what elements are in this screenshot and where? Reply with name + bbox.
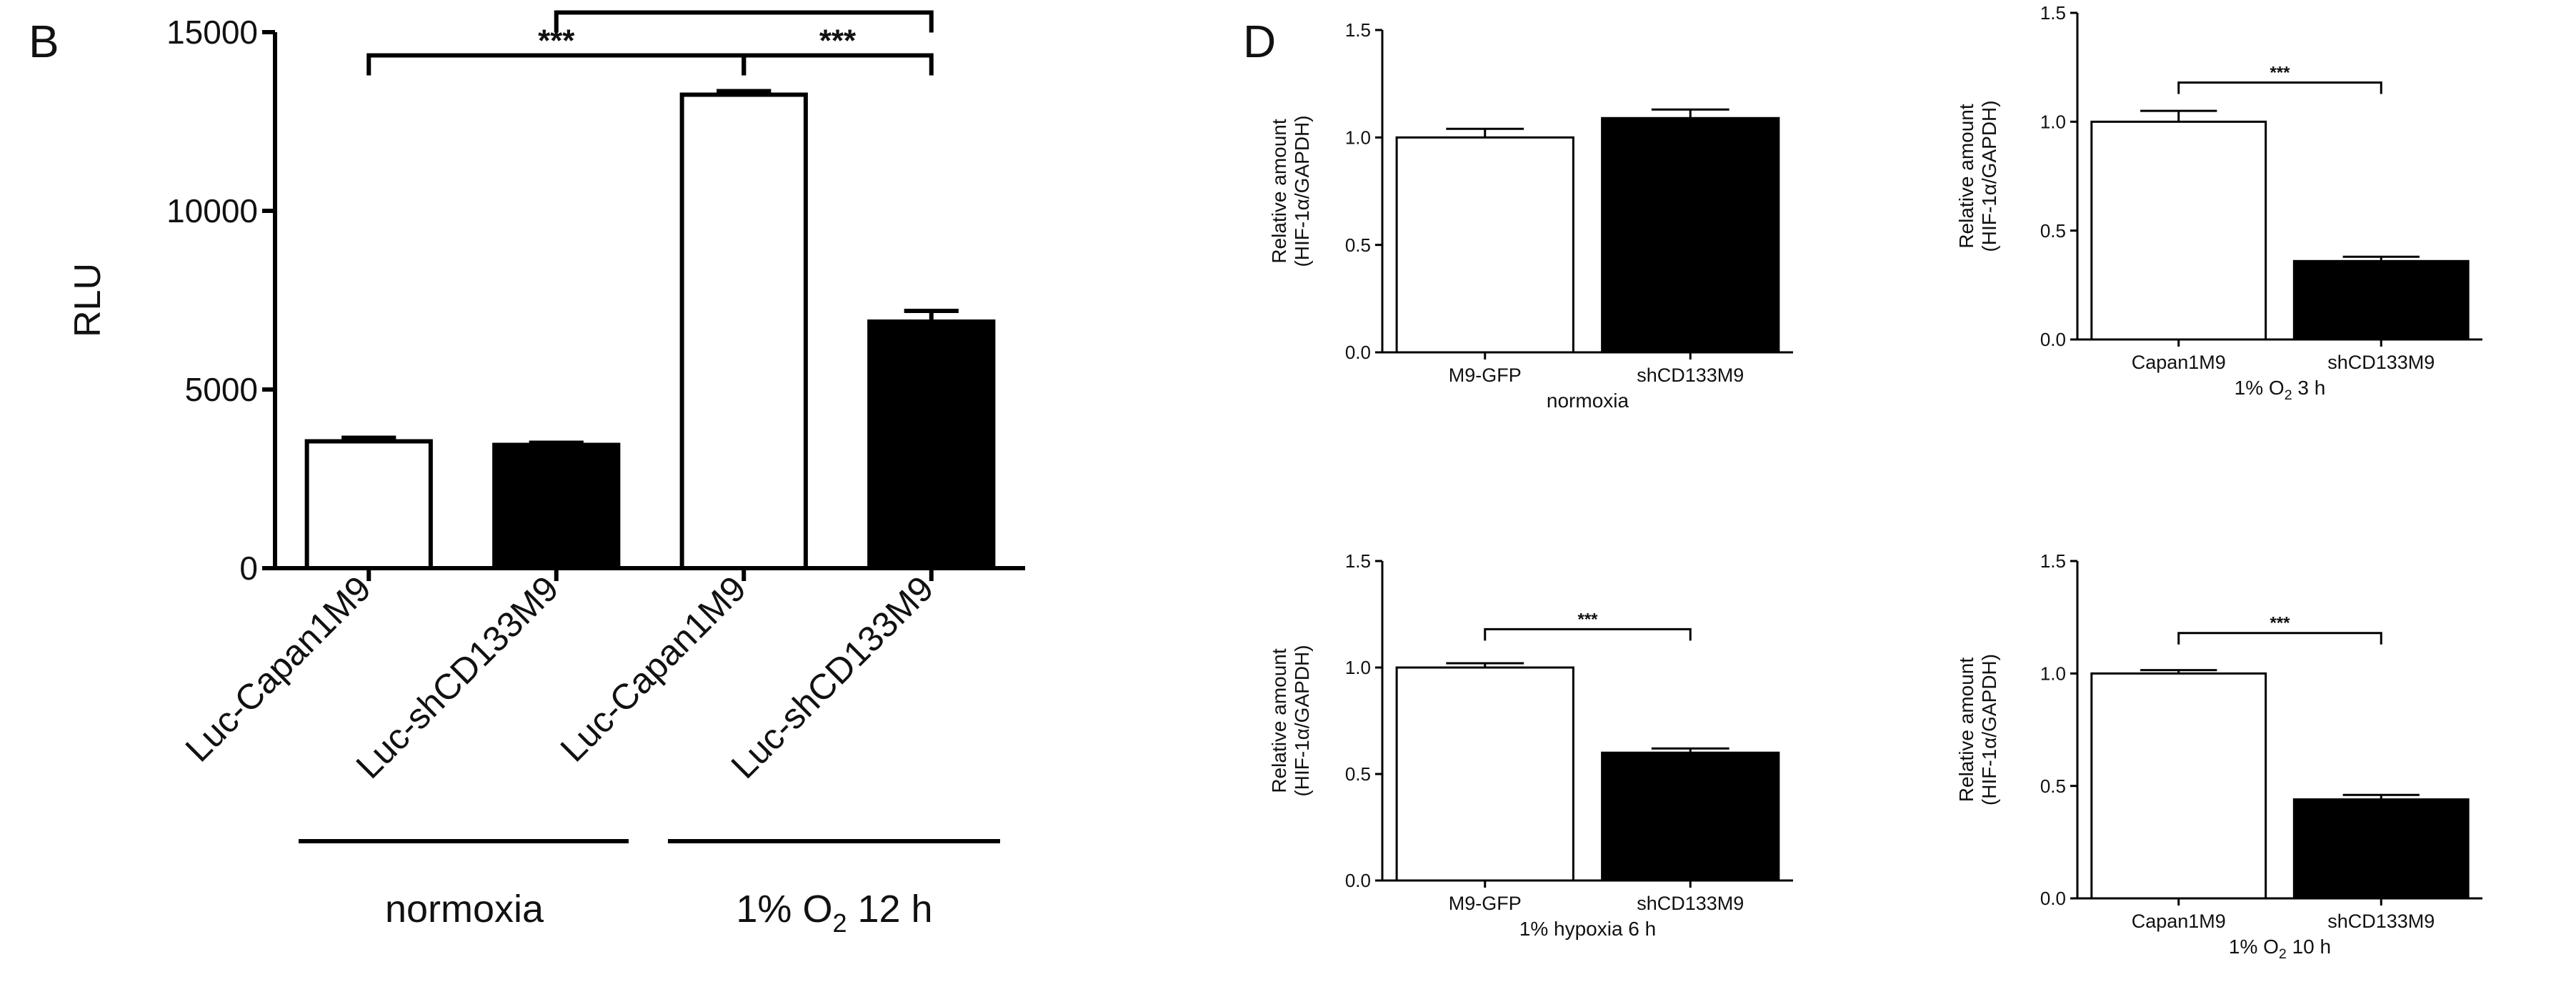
significance-bracket: [554, 10, 934, 33]
significance-stars: ***: [2270, 614, 2290, 633]
x-tick-label: Capan1M9: [2132, 911, 2226, 932]
x-tick-label: M9-GFP: [1449, 893, 1522, 914]
bar: [1395, 666, 1574, 882]
condition-label: 1% O2 10 h: [2229, 936, 2331, 962]
bar: [304, 439, 433, 570]
y-axis-label: Relative amount: [1268, 119, 1290, 264]
y-tick-label: 1.0: [2040, 663, 2066, 684]
y-tick-label: 0.5: [1345, 763, 1371, 785]
y-tick-label: 0.0: [2040, 329, 2066, 350]
y-tick-label: 1.5: [2040, 2, 2066, 24]
significance-bracket: [742, 53, 934, 76]
y-tick-label: 10000: [166, 192, 258, 229]
condition-label: 1% hypoxia 6 h: [1519, 918, 1656, 940]
y-tick-label: 0.0: [1345, 870, 1371, 891]
condition-label: 1% O2 3 h: [2235, 377, 2326, 403]
y-axis-label: Relative amount: [1268, 648, 1290, 793]
y-axis-label: RLU: [67, 263, 109, 337]
x-tick-label: Capan1M9: [2132, 352, 2226, 373]
bar: [867, 319, 996, 570]
bar: [492, 442, 621, 570]
bar: [2090, 120, 2267, 341]
x-tick-label: Luc-shCD133M9: [349, 568, 566, 786]
bar: [2292, 798, 2470, 900]
y-tick-label: 0.5: [1345, 234, 1371, 256]
y-axis-label: Relative amount: [1955, 104, 1977, 249]
hypoxia-group-label: 1% O2 12 h: [736, 888, 932, 938]
rlu-bar-chart: 050001000015000Luc-Capan1M9Luc-shCD133M9…: [67, 0, 1025, 786]
y-axis-label: (HIF-1α/GAPDH): [1291, 645, 1313, 796]
bar: [679, 92, 808, 570]
y-tick-label: 5000: [185, 371, 258, 408]
x-tick-label: M9-GFP: [1449, 364, 1522, 386]
y-axis-label: (HIF-1α/GAPDH): [1978, 654, 2000, 805]
bar: [1601, 751, 1780, 882]
significance-bracket: [2177, 632, 2382, 645]
hif-hypoxia-6h-chart: 0.0 0.5 1.0 1.5 M9-GFP shCD133M9 Relative amou…: [1268, 550, 1793, 940]
normoxia-group-label: normoxia: [385, 888, 544, 931]
x-tick-label: shCD133M9: [2327, 352, 2435, 373]
hypoxia-label-prefix: 1% O: [736, 888, 832, 931]
significance-stars: ***: [819, 24, 857, 59]
bar: [1601, 116, 1780, 354]
y-tick-label: 1.5: [2040, 550, 2066, 572]
y-tick-label: 1.0: [1345, 127, 1371, 148]
y-tick-label: 1.0: [1345, 657, 1371, 678]
significance-stars: ***: [726, 0, 763, 16]
y-tick-label: 0.0: [2040, 888, 2066, 909]
x-tick-label: Luc-Capan1M9: [553, 568, 754, 769]
y-tick-label: 1.0: [2040, 111, 2066, 132]
significance-bracket: [1484, 628, 1692, 641]
x-tick-label: Luc-Capan1M9: [178, 568, 379, 769]
hypoxia-label-subscript: 2: [832, 908, 847, 938]
bar: [2090, 672, 2267, 900]
bar: [1395, 136, 1574, 354]
y-axis-label: (HIF-1α/GAPDH): [1291, 115, 1313, 267]
bar: [2292, 259, 2470, 341]
condition-label: normoxia: [1547, 390, 1629, 412]
y-tick-label: 1.5: [1345, 19, 1371, 41]
y-tick-label: 15000: [166, 14, 258, 51]
hif-normoxia-chart: 0.0 0.5 1.0 1.5 M9-GFP shCD133M9 Relative amou…: [1268, 19, 1793, 412]
y-tick-label: 0.5: [2040, 220, 2066, 242]
y-axis-label: Relative amount: [1955, 658, 1977, 803]
hif-o2-10h-chart: 0.0 0.5 1.0 1.5 Capan1M9 shCD133M9 Relative am…: [1955, 550, 2482, 962]
panel-b-label: B: [29, 16, 59, 67]
panel-d-label: D: [1243, 16, 1276, 67]
y-axis-label: (HIF-1α/GAPDH): [1978, 100, 2000, 252]
y-tick-label: 0.0: [1345, 342, 1371, 363]
x-tick-label: shCD133M9: [1637, 364, 1744, 386]
significance-stars: ***: [1577, 610, 1598, 629]
x-tick-label: Luc-shCD133M9: [724, 568, 942, 786]
significance-bracket: [2177, 81, 2382, 94]
hypoxia-label-suffix: 12 h: [847, 888, 932, 931]
y-tick-label: 0.5: [2040, 775, 2066, 797]
significance-bracket: [366, 53, 747, 76]
significance-stars: ***: [2270, 63, 2290, 82]
x-tick-label: shCD133M9: [1637, 893, 1744, 914]
y-tick-label: 0: [239, 550, 258, 587]
y-tick-label: 1.5: [1345, 550, 1371, 572]
hif-o2-3h-chart: 0.0 0.5 1.0 1.5 Capan1M9 shCD133M9 Relative am…: [1955, 2, 2482, 403]
x-tick-label: shCD133M9: [2327, 911, 2435, 932]
